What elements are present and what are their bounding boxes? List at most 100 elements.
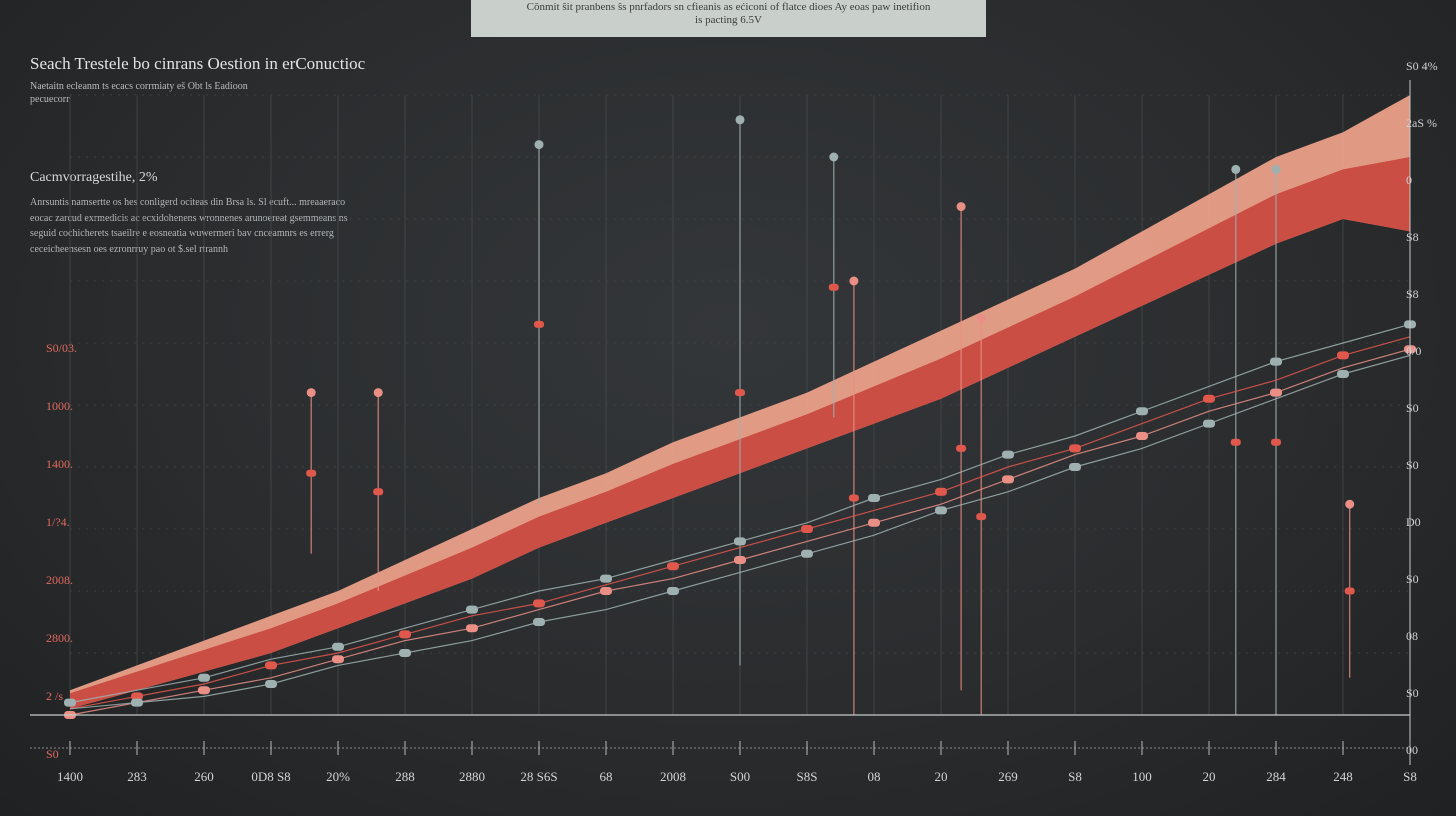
x-tick-label: S8 (1403, 769, 1417, 784)
band-area-light (70, 95, 1410, 709)
data-point (533, 599, 545, 608)
data-point (1270, 357, 1282, 366)
x-tick-label: 20 (1203, 769, 1216, 784)
stem-mid-marker (848, 494, 859, 502)
data-point (198, 686, 210, 695)
x-tick-label: 20 (935, 769, 948, 784)
chart-subtitle: Naetaitn ecleanm ts ecacs corrmiaty eš O… (30, 80, 330, 106)
y-left-tick-label: 2008. (46, 573, 73, 587)
data-point (64, 698, 76, 707)
data-point (600, 574, 612, 583)
stem-mid-marker (534, 320, 544, 328)
data-point (868, 494, 880, 502)
data-point (466, 605, 478, 614)
banner-line-1: Cŏnmit ŝit pranbens ŝs pnrfadors sn cfie… (526, 1, 931, 13)
x-tick-label: 0D8 S8 (251, 769, 290, 784)
data-point (801, 549, 813, 558)
data-point (1002, 450, 1014, 459)
stem-top-point (534, 140, 544, 150)
stem-top-point (1345, 499, 1355, 509)
x-tick-label: 2880 (459, 769, 485, 784)
y-right-tick-label: D0 (1406, 515, 1421, 529)
y-right-tick-label: 0/0 (1406, 344, 1421, 358)
data-point (734, 537, 746, 546)
y-right-tick-label: 00 (1406, 743, 1418, 757)
y-left-tick-label: S0/03. (46, 341, 77, 355)
y-left-tick-label: 1400. (46, 457, 73, 471)
y-left-tick-label: 2800. (46, 631, 73, 645)
y-right-tick-label: S8 (1406, 230, 1419, 244)
stem-top-point (306, 388, 316, 398)
data-point (131, 698, 143, 707)
stem-mid-marker (735, 389, 745, 397)
data-point (1002, 475, 1014, 484)
series-line (69, 336, 1411, 710)
stem-top-point (976, 313, 986, 323)
data-point (1069, 444, 1081, 453)
y-right-tick-label: S8 (1406, 287, 1419, 301)
data-point (734, 556, 746, 564)
data-point (1136, 432, 1148, 440)
data-point (1337, 370, 1349, 378)
stem-mid-marker (1230, 438, 1241, 446)
data-point (935, 487, 947, 496)
data-point (1270, 388, 1282, 397)
y-left-tick-label: 2 /s (46, 689, 63, 703)
y-left-tick-label: 1000. (46, 399, 73, 413)
subtitle-line-2: pecuecorr (30, 94, 70, 105)
x-tick-label: 08 (868, 769, 881, 784)
y-right-tick-label: S0 (1406, 458, 1419, 472)
stem-top-point (849, 276, 859, 286)
x-tick-label: 248 (1333, 769, 1353, 784)
x-tick-label: S8 (1068, 769, 1082, 784)
stem-mid-marker (373, 488, 384, 496)
data-point (667, 562, 679, 571)
data-point (1203, 394, 1215, 403)
subtitle-line-1: Naetaitn ecleanm ts ecacs corrmiaty eš O… (30, 81, 248, 92)
data-point (1069, 463, 1081, 471)
stem-top-point (373, 388, 383, 398)
stem-top-point (1271, 164, 1281, 174)
data-point (1136, 407, 1148, 416)
x-tick-label: 100 (1132, 769, 1152, 784)
stem-top-point (735, 115, 745, 125)
top-caption-banner: Cŏnmit ŝit pranbens ŝs pnrfadors sn cfie… (471, 0, 986, 37)
stem-mid-marker (956, 444, 967, 452)
stem-mid-marker (1344, 587, 1355, 595)
y-left-tick-label: 1/?4. (46, 515, 70, 529)
x-tick-label: 284 (1266, 769, 1286, 784)
data-point (265, 680, 277, 688)
y-right-tick-label: 2aS % (1406, 116, 1437, 130)
stem-mid-marker (306, 469, 317, 477)
x-tick-label: 283 (127, 769, 147, 784)
stem-top-point (829, 152, 839, 162)
data-point (1203, 419, 1215, 428)
data-point (265, 661, 277, 670)
x-tick-label: S8S (797, 769, 818, 784)
data-point (533, 618, 545, 626)
y-left-tick-label: S0 (46, 747, 59, 761)
stem-top-point (1231, 164, 1241, 174)
data-point (600, 587, 612, 595)
x-tick-label: 1400 (57, 769, 83, 784)
data-point (667, 587, 679, 595)
y-right-tick-label: S0 (1406, 401, 1419, 415)
stem-mid-marker (1271, 438, 1281, 446)
y-right-tick-label: 08 (1406, 629, 1418, 643)
data-point (198, 673, 210, 682)
y-right-tick-label: S0 (1406, 686, 1419, 700)
annotation-heading: Cacmvorragestihe, 2% (30, 170, 158, 185)
x-tick-label: 288 (395, 769, 415, 784)
data-point (801, 525, 813, 533)
x-tick-label: 20% (326, 769, 350, 784)
x-tick-label: 28 S6S (520, 769, 557, 784)
data-point (466, 624, 478, 633)
data-point (131, 692, 143, 701)
x-tick-label: 260 (194, 769, 214, 784)
x-tick-label: 68 (600, 769, 613, 784)
stem-mid-marker (976, 513, 987, 521)
stem-top-point (956, 202, 966, 212)
chart-title: Seach Trestele bo cinrans Oestion in erC… (30, 54, 366, 73)
y-right-tick-label: 0 (1406, 173, 1412, 187)
